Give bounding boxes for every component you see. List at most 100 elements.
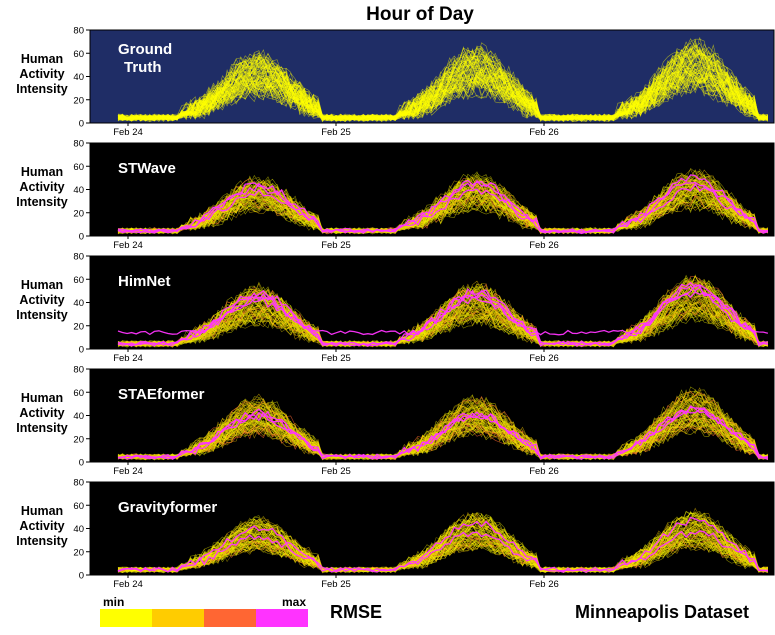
high-rmse-series-line xyxy=(117,179,769,234)
y-tick-label: 60 xyxy=(73,275,84,286)
x-tick-label: Feb 26 xyxy=(529,353,559,364)
high-rmse-series-line xyxy=(117,530,768,573)
colorbar xyxy=(100,609,308,627)
y-tick-label: 0 xyxy=(79,119,84,130)
series-line xyxy=(117,413,768,460)
series-line xyxy=(117,51,768,122)
plot-frame xyxy=(89,142,775,237)
series-line xyxy=(117,199,769,235)
x-tick-label: Feb 26 xyxy=(529,127,559,138)
series-line xyxy=(117,310,768,348)
y-axis-label: Human Activity Intensity xyxy=(16,278,68,322)
series-line xyxy=(117,527,768,573)
high-rmse-series-line xyxy=(117,282,768,347)
y-tick-label: 20 xyxy=(73,321,84,332)
figure-title: Hour of Day xyxy=(366,4,474,25)
dataset-label: Minneapolis Dataset xyxy=(575,602,750,622)
series-line xyxy=(117,537,768,573)
x-tick-label: Feb 24 xyxy=(113,353,143,364)
series-line xyxy=(117,173,768,235)
series-line xyxy=(117,70,769,122)
y-tick-label: 80 xyxy=(73,365,84,376)
y-tick-label: 0 xyxy=(79,232,84,243)
colorbar-segment-4 xyxy=(256,609,308,627)
chart-panel: 0 20 40 60 80 Feb 24 Feb 25 Feb 26 HimNet xyxy=(73,252,775,364)
series-line xyxy=(117,196,769,235)
high-rmse-series-line xyxy=(117,406,769,461)
panel-label: Ground Truth xyxy=(118,41,172,76)
y-tick-label: 60 xyxy=(73,162,84,173)
colorbar-title: RMSE xyxy=(330,602,383,622)
series-line xyxy=(117,513,769,573)
plot-frame xyxy=(89,29,775,124)
y-tick-label: 40 xyxy=(73,72,84,83)
series-line xyxy=(117,45,768,122)
panel-label: Gravityformer xyxy=(118,499,217,516)
y-tick-label: 40 xyxy=(73,411,84,422)
panel-label: STWave xyxy=(118,160,176,177)
x-tick-label: Feb 25 xyxy=(321,466,351,477)
y-tick-label: 0 xyxy=(79,345,84,356)
chart-panel: 0 20 40 60 80 Feb 24 Feb 25 Feb 26 Gravityformer xyxy=(73,478,775,590)
panel-label: HimNet xyxy=(118,273,171,290)
series-line xyxy=(117,70,768,122)
y-tick-label: 60 xyxy=(73,388,84,399)
panel-label: STAEformer xyxy=(118,386,205,403)
x-tick-label: Feb 26 xyxy=(529,466,559,477)
y-tick-label: 40 xyxy=(73,524,84,535)
chart-panel: 0 20 40 60 80 Feb 24 Feb 25 Feb 26 Ground Truth xyxy=(73,26,775,138)
series-line xyxy=(117,49,769,123)
y-tick-label: 80 xyxy=(73,139,84,150)
series-line xyxy=(117,275,769,347)
series-line xyxy=(117,306,768,348)
series-line xyxy=(117,539,768,574)
plot-frame xyxy=(89,255,775,350)
y-tick-label: 40 xyxy=(73,298,84,309)
chart-panel: 0 20 40 60 80 Feb 24 Feb 25 Feb 26 STWave xyxy=(73,139,775,251)
high-rmse-series-line xyxy=(117,405,768,460)
colorbar-segment-2 xyxy=(152,609,204,627)
y-tick-label: 60 xyxy=(73,49,84,60)
y-axis-label: Human Activity Intensity xyxy=(16,52,68,96)
y-tick-label: 20 xyxy=(73,95,84,106)
series-line xyxy=(117,308,769,348)
series-line xyxy=(117,176,768,234)
plot-frame xyxy=(89,481,775,576)
x-tick-label: Feb 25 xyxy=(321,127,351,138)
x-tick-label: Feb 25 xyxy=(321,579,351,590)
plot-frame xyxy=(89,368,775,463)
colorbar-max-label: max xyxy=(282,595,307,609)
x-tick-label: Feb 24 xyxy=(113,579,143,590)
y-tick-label: 0 xyxy=(79,458,84,469)
y-axis-label: Human Activity Intensity xyxy=(16,391,68,435)
colorbar-segment-1 xyxy=(100,609,152,627)
x-tick-label: Feb 24 xyxy=(113,466,143,477)
series-line xyxy=(117,54,769,122)
x-tick-label: Feb 25 xyxy=(321,353,351,364)
y-tick-label: 80 xyxy=(73,26,84,37)
colorbar-min-label: min xyxy=(103,595,125,609)
series-line xyxy=(117,394,768,460)
y-axis-label: Human Activity Intensity xyxy=(16,504,68,548)
x-tick-label: Feb 24 xyxy=(113,127,143,138)
y-tick-label: 80 xyxy=(73,478,84,489)
series-line xyxy=(117,187,768,234)
x-tick-label: Feb 26 xyxy=(529,579,559,590)
high-rmse-series-line xyxy=(117,183,769,235)
series-line xyxy=(117,423,768,461)
series-line xyxy=(117,531,768,573)
y-tick-label: 80 xyxy=(73,252,84,263)
series-line xyxy=(117,418,769,461)
high-rmse-series-line xyxy=(117,516,769,573)
x-tick-label: Feb 25 xyxy=(321,240,351,251)
series-line xyxy=(117,276,768,347)
y-tick-label: 20 xyxy=(73,208,84,219)
high-rmse-series-line xyxy=(117,283,768,347)
x-tick-label: Feb 24 xyxy=(113,240,143,251)
series-line xyxy=(117,183,769,234)
y-axis-label: Human Activity Intensity xyxy=(16,165,68,209)
series-line xyxy=(117,511,768,573)
series-line xyxy=(117,525,768,573)
y-tick-label: 60 xyxy=(73,501,84,512)
colorbar-segment-3 xyxy=(204,609,256,627)
